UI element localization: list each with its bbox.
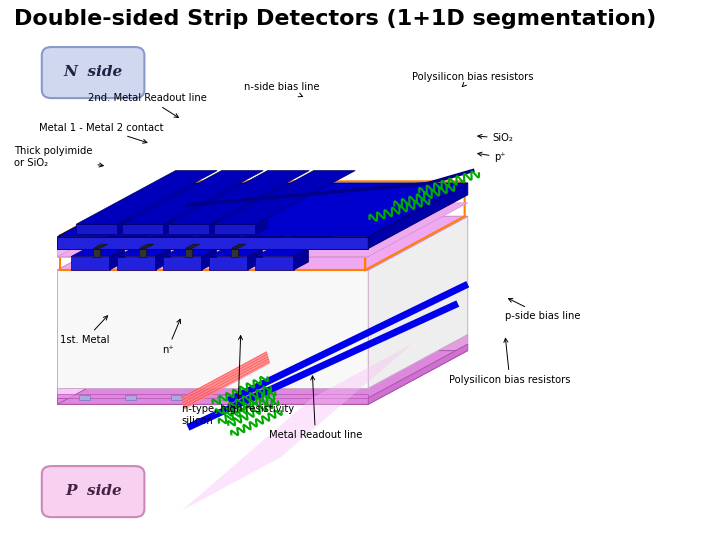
Polygon shape [231,244,246,248]
Text: P  side: P side [65,484,122,498]
Polygon shape [368,344,468,404]
Text: 2nd. Metal Readout line: 2nd. Metal Readout line [89,93,207,118]
Polygon shape [210,218,222,234]
Polygon shape [117,218,130,234]
Polygon shape [202,248,217,270]
Polygon shape [58,203,468,256]
Text: Polysilicon bias resistors: Polysilicon bias resistors [412,72,534,86]
Polygon shape [58,248,368,256]
Polygon shape [58,217,468,270]
Polygon shape [368,183,468,248]
Polygon shape [117,256,156,270]
Text: Thick polyimide
or SiO₂: Thick polyimide or SiO₂ [14,146,103,168]
Polygon shape [163,256,202,270]
Polygon shape [71,256,109,270]
Polygon shape [109,248,125,270]
Polygon shape [58,217,468,270]
Polygon shape [214,224,256,234]
Text: Double-sided Strip Detectors (1+1D segmentation): Double-sided Strip Detectors (1+1D segme… [14,9,656,30]
Text: Polysilicon bias resistors: Polysilicon bias resistors [449,339,570,385]
Bar [78,395,90,400]
Bar [263,395,274,400]
Polygon shape [294,248,309,270]
Text: 1st. Metal: 1st. Metal [60,316,110,345]
Polygon shape [368,334,468,398]
Polygon shape [368,217,468,388]
Polygon shape [94,244,107,248]
Bar [217,395,228,400]
Bar [125,395,136,400]
Polygon shape [256,218,268,234]
Polygon shape [58,394,368,398]
Polygon shape [140,248,145,256]
Polygon shape [214,171,355,224]
Polygon shape [94,248,99,256]
Polygon shape [163,218,176,234]
Text: Metal Readout line: Metal Readout line [269,376,362,441]
Polygon shape [58,388,368,398]
Polygon shape [168,171,309,224]
Polygon shape [58,183,468,237]
Polygon shape [58,270,368,388]
Polygon shape [122,224,163,234]
Text: n⁺: n⁺ [162,319,181,354]
Polygon shape [117,203,255,256]
Polygon shape [156,248,171,270]
FancyBboxPatch shape [42,466,145,517]
Polygon shape [255,256,294,270]
Polygon shape [140,244,153,248]
Polygon shape [58,237,368,248]
FancyBboxPatch shape [42,47,145,98]
Polygon shape [168,224,210,234]
Bar [171,395,182,400]
Polygon shape [58,350,468,404]
Polygon shape [76,224,117,234]
Polygon shape [122,171,264,224]
Polygon shape [209,203,347,256]
Polygon shape [58,398,368,404]
Polygon shape [71,203,209,256]
Polygon shape [163,203,301,256]
Text: p-side bias line: p-side bias line [505,299,580,321]
Polygon shape [209,256,248,270]
Polygon shape [58,334,468,388]
Text: n-side bias line: n-side bias line [244,82,320,97]
Text: SiO₂: SiO₂ [478,133,513,144]
Text: n-type, high resistivity
silicon: n-type, high resistivity silicon [181,336,294,426]
Text: N  side: N side [64,65,123,79]
Text: Metal 1 - Metal 2 contact: Metal 1 - Metal 2 contact [39,123,163,143]
Polygon shape [186,248,192,256]
Polygon shape [186,244,199,248]
Polygon shape [248,248,263,270]
Text: p⁺: p⁺ [478,152,506,162]
Polygon shape [231,248,238,256]
Polygon shape [76,171,217,224]
Polygon shape [181,344,412,511]
Polygon shape [255,203,393,256]
